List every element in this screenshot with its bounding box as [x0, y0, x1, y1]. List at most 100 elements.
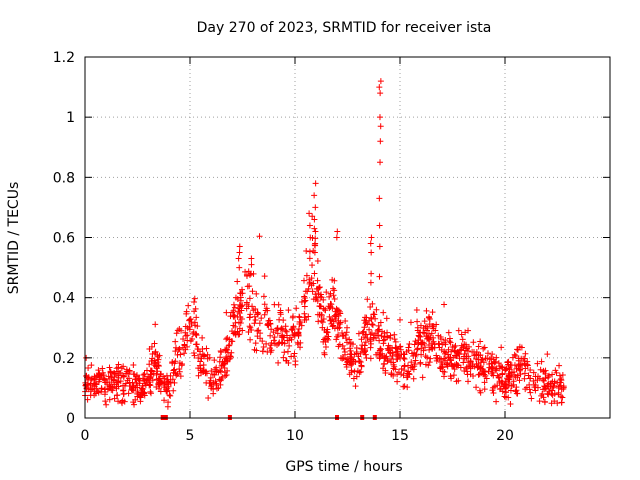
data-point: [333, 234, 340, 241]
data-point: [203, 379, 210, 386]
data-point: [546, 388, 553, 395]
data-point: [176, 359, 183, 366]
data-point: [312, 291, 319, 298]
data-point: [223, 346, 230, 353]
data-point: [376, 326, 383, 333]
data-point: [102, 398, 109, 405]
data-point: [193, 332, 200, 339]
data-point: [263, 340, 270, 347]
data-point: [359, 342, 366, 349]
data-point: [347, 357, 354, 364]
data-point: [330, 322, 337, 329]
data-point: [490, 389, 497, 396]
data-point: [289, 314, 296, 321]
data-point: [381, 336, 388, 343]
data-point: [193, 341, 200, 348]
y-tick-label: 0.8: [53, 170, 75, 186]
data-point: [324, 329, 331, 336]
data-point: [133, 373, 140, 380]
data-point: [417, 339, 424, 346]
data-point: [130, 371, 137, 378]
data-point: [139, 382, 146, 389]
data-point: [452, 342, 459, 349]
data-point: [451, 361, 458, 368]
data-point: [230, 301, 237, 308]
data-point: [551, 378, 558, 385]
data-point: [544, 351, 551, 358]
data-point: [559, 394, 566, 401]
data-point: [207, 374, 214, 381]
data-point: [180, 336, 187, 343]
y-tick-label: 0.2: [53, 351, 75, 367]
data-point: [324, 335, 331, 342]
data-point: [303, 247, 310, 254]
data-point: [411, 341, 418, 348]
data-point: [339, 342, 346, 349]
data-point: [373, 306, 380, 313]
data-point: [336, 341, 343, 348]
data-point: [176, 345, 183, 352]
data-point: [366, 326, 373, 333]
data-point: [502, 366, 509, 373]
data-point: [362, 339, 369, 346]
data-point: [530, 369, 537, 376]
data-point: [361, 345, 368, 352]
data-point: [248, 255, 255, 262]
data-point: [535, 373, 542, 380]
data-point: [223, 336, 230, 343]
data-point: [222, 355, 229, 362]
data-point: [353, 373, 360, 380]
data-point: [103, 401, 110, 408]
data-point: [521, 375, 528, 382]
data-point: [190, 349, 197, 356]
data-point: [165, 399, 172, 406]
data-point: [346, 345, 353, 352]
x-tick-label: 20: [496, 428, 514, 444]
data-point: [362, 331, 369, 338]
data-point: [432, 327, 439, 334]
data-point: [377, 123, 384, 130]
data-point: [276, 316, 283, 323]
data-point: [234, 278, 241, 285]
data-point: [316, 284, 323, 291]
data-point: [169, 359, 176, 366]
data-point: [88, 375, 95, 382]
data-point: [527, 389, 534, 396]
data-point: [336, 324, 343, 331]
data-point: [148, 390, 155, 397]
data-point: [490, 384, 497, 391]
data-point: [288, 326, 295, 333]
data-point: [111, 395, 118, 402]
data-point: [303, 316, 310, 323]
data-point: [356, 369, 363, 376]
data-point: [303, 272, 310, 279]
data-point: [166, 392, 173, 399]
data-point: [357, 350, 364, 357]
data-point: [137, 398, 144, 405]
data-point: [312, 180, 319, 187]
data-point: [200, 361, 207, 368]
data-point: [277, 309, 284, 316]
data-point: [369, 300, 376, 307]
data-point: [382, 354, 389, 361]
data-point: [392, 344, 399, 351]
data-point: [195, 372, 202, 379]
data-point: [367, 304, 374, 311]
data-point: [194, 345, 201, 352]
data-point: [553, 369, 560, 376]
data-point: [421, 318, 428, 325]
data-point: [236, 243, 243, 250]
data-point: [326, 313, 333, 320]
data-point: [321, 336, 328, 343]
data-point: [538, 392, 545, 399]
data-point: [302, 314, 309, 321]
data-point: [481, 386, 488, 393]
data-point: [93, 381, 100, 388]
data-point: [141, 389, 148, 396]
data-point: [279, 333, 286, 340]
axis-ticks: [84, 56, 610, 419]
data-point: [367, 336, 374, 343]
data-point: [377, 319, 384, 326]
data-point: [481, 379, 488, 386]
